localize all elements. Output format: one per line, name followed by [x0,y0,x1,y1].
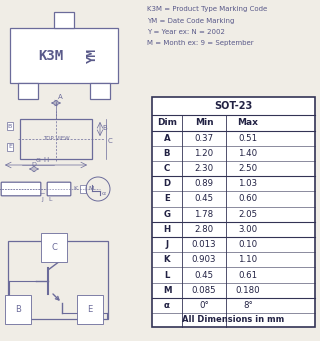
Text: L: L [48,197,52,202]
Text: C: C [164,164,170,173]
Bar [90,83,110,99]
Text: H: H [164,225,171,234]
Text: M: M [163,286,171,295]
Text: 0.51: 0.51 [238,134,258,143]
Text: 0.085: 0.085 [192,286,216,295]
Text: A: A [164,134,170,143]
Bar [8,241,108,319]
Text: K: K [73,187,77,192]
Text: 0.45: 0.45 [195,194,213,204]
Text: 1.78: 1.78 [195,210,213,219]
Bar [10,28,118,83]
Text: 0.37: 0.37 [195,134,213,143]
Bar [20,119,92,159]
Text: B: B [8,124,12,129]
FancyBboxPatch shape [47,182,71,196]
Text: 0.45: 0.45 [195,270,213,280]
Text: G: G [164,210,171,219]
Text: E: E [87,305,92,313]
Text: E: E [8,145,12,149]
Text: 2.05: 2.05 [238,210,258,219]
Text: 0.89: 0.89 [195,179,213,188]
Text: Dim: Dim [157,118,177,127]
Bar [152,97,315,327]
Text: H: H [44,157,49,163]
Text: 0.60: 0.60 [238,194,258,204]
Text: 2.80: 2.80 [195,225,213,234]
Text: M = Month ex: 9 = September: M = Month ex: 9 = September [147,41,254,46]
Text: A: A [58,94,63,100]
Text: D: D [164,179,171,188]
Text: M: M [88,187,93,192]
Text: B: B [102,125,107,131]
Text: YM: YM [85,48,99,63]
Text: J: J [165,240,169,249]
Text: SOT-23: SOT-23 [214,101,252,110]
Text: 2.50: 2.50 [238,164,258,173]
Text: 8°: 8° [243,301,253,310]
Text: Min: Min [195,118,213,127]
FancyBboxPatch shape [1,182,41,196]
Text: 1.20: 1.20 [195,149,213,158]
Text: C: C [51,242,57,252]
Text: 0.180: 0.180 [236,286,260,295]
Text: α: α [102,191,106,196]
Text: 3.00: 3.00 [238,225,258,234]
Text: 0.903: 0.903 [192,255,216,264]
Text: C: C [108,138,113,144]
Text: E: E [164,194,170,204]
Text: D: D [32,162,36,167]
Text: K3M: K3M [38,48,64,62]
Text: 0°: 0° [199,301,209,310]
Text: K: K [164,255,170,264]
Text: YM = Date Code Marking: YM = Date Code Marking [147,17,234,24]
Text: 1.03: 1.03 [238,179,258,188]
Text: B: B [15,305,21,313]
Bar [80,185,86,193]
Text: 0.10: 0.10 [238,240,258,249]
Text: 0.61: 0.61 [238,270,258,280]
Text: TOP VIEW: TOP VIEW [43,136,69,142]
Text: α: α [164,301,170,310]
Text: Max: Max [237,118,259,127]
Text: 1.40: 1.40 [238,149,258,158]
Text: L: L [164,270,170,280]
Text: 2.30: 2.30 [195,164,213,173]
Text: 1.10: 1.10 [238,255,258,264]
Text: Y = Year ex: N = 2002: Y = Year ex: N = 2002 [147,29,225,35]
Text: All Dimensions in mm: All Dimensions in mm [182,315,284,325]
Text: K3M = Product Type Marking Code: K3M = Product Type Marking Code [147,6,267,12]
Text: G: G [36,158,40,163]
Bar [18,83,38,99]
Text: J: J [41,197,43,202]
Text: 0.013: 0.013 [192,240,216,249]
Bar [54,12,74,28]
Text: B: B [164,149,170,158]
